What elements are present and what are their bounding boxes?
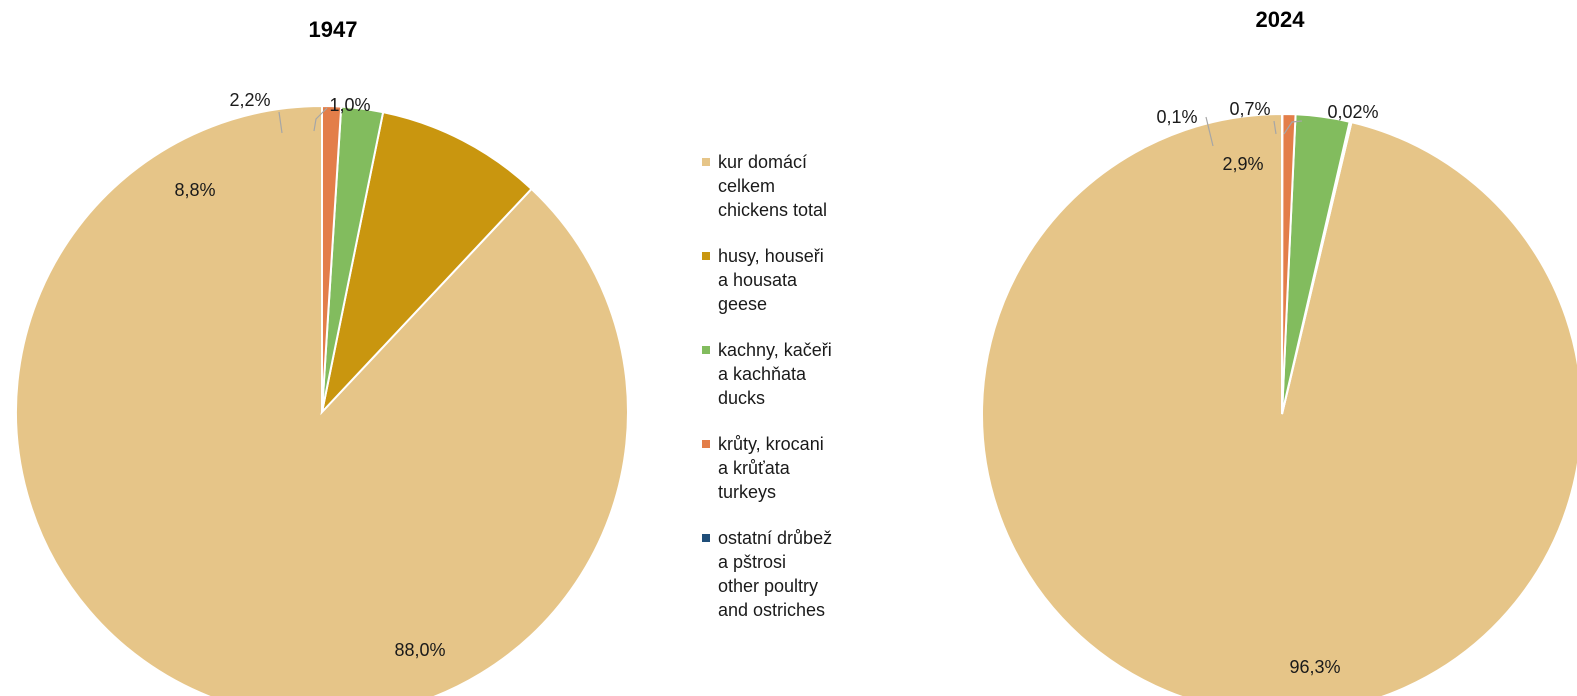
leader-line-other xyxy=(1205,116,1214,147)
legend-label-line: ostatní drůbež xyxy=(718,528,833,548)
pie-chart-1947: 88,0% 8,8% 2,2% 1,0% xyxy=(15,90,629,696)
leader-line-geese xyxy=(1283,120,1303,135)
legend-label-line: turkeys xyxy=(718,482,777,502)
data-label-ducks: 2,2% xyxy=(229,90,270,110)
pie-chart-2024: 96,3% 0,1% 2,9% 0,7% 0,02% xyxy=(981,99,1577,696)
legend-swatch-ducks xyxy=(702,346,710,354)
legend-swatch-geese xyxy=(702,252,710,260)
legend-swatch-other xyxy=(702,534,710,542)
legend-label-line: husy, houseři xyxy=(718,246,824,266)
legend-label-line: a krůťata xyxy=(718,458,790,478)
data-label-turkeys: 1,0% xyxy=(329,95,370,115)
legend-label-line: a housata xyxy=(718,270,798,290)
legend-item-ducks: kachny, kačeři a kachňata ducks xyxy=(700,338,880,410)
data-label-geese: 0,02% xyxy=(1327,102,1378,122)
legend-label-line: geese xyxy=(718,294,768,314)
legend-item-other: ostatní drůbež a pštrosi other poultry and … xyxy=(700,526,880,622)
data-label-geese: 8,8% xyxy=(174,180,215,200)
data-label-chickens: 96,3% xyxy=(1289,657,1340,677)
legend-label-line: celkem xyxy=(718,176,776,196)
legend-label-line: krůty, krocani xyxy=(718,434,824,454)
legend-label-line: kachny, kačeři xyxy=(718,340,832,360)
pie-slice-chickens xyxy=(981,112,1577,696)
legend-label-line: a kachňata xyxy=(718,364,807,384)
data-label-other: 0,1% xyxy=(1156,107,1197,127)
legend-swatch-turkeys xyxy=(702,440,710,448)
data-label-chickens: 88,0% xyxy=(394,640,445,660)
pie-slice-turkeys xyxy=(321,104,343,413)
legend-label-line: a pštrosi xyxy=(718,552,787,572)
leader-line-ducks xyxy=(278,111,283,134)
legend-item-geese: husy, houseři a housata geese xyxy=(700,244,880,316)
legend-swatch-chickens xyxy=(702,158,710,166)
legend-label-line: and ostriches xyxy=(718,600,826,620)
legend-label-line: kur domácí xyxy=(718,152,808,172)
data-label-ducks: 2,9% xyxy=(1222,154,1263,174)
legend-label-line: ducks xyxy=(718,388,766,408)
legend-label-line: chickens total xyxy=(718,200,828,220)
chart-title-1947: 1947 xyxy=(309,17,358,42)
legend: kur domácí celkem chickens total husy, hous… xyxy=(700,150,880,644)
leader-line-turkeys xyxy=(1273,120,1277,135)
leader-line-turkeys xyxy=(313,107,328,132)
legend-item-turkeys: krůty, krocani a krůťata turkeys xyxy=(700,432,880,504)
legend-label-line: other poultry xyxy=(718,576,819,596)
pie-slice-geese xyxy=(320,110,533,416)
data-label-turkeys: 0,7% xyxy=(1229,99,1270,119)
chart-title-2024: 2024 xyxy=(1256,7,1306,32)
legend-item-chickens: kur domácí celkem chickens total xyxy=(700,150,880,222)
